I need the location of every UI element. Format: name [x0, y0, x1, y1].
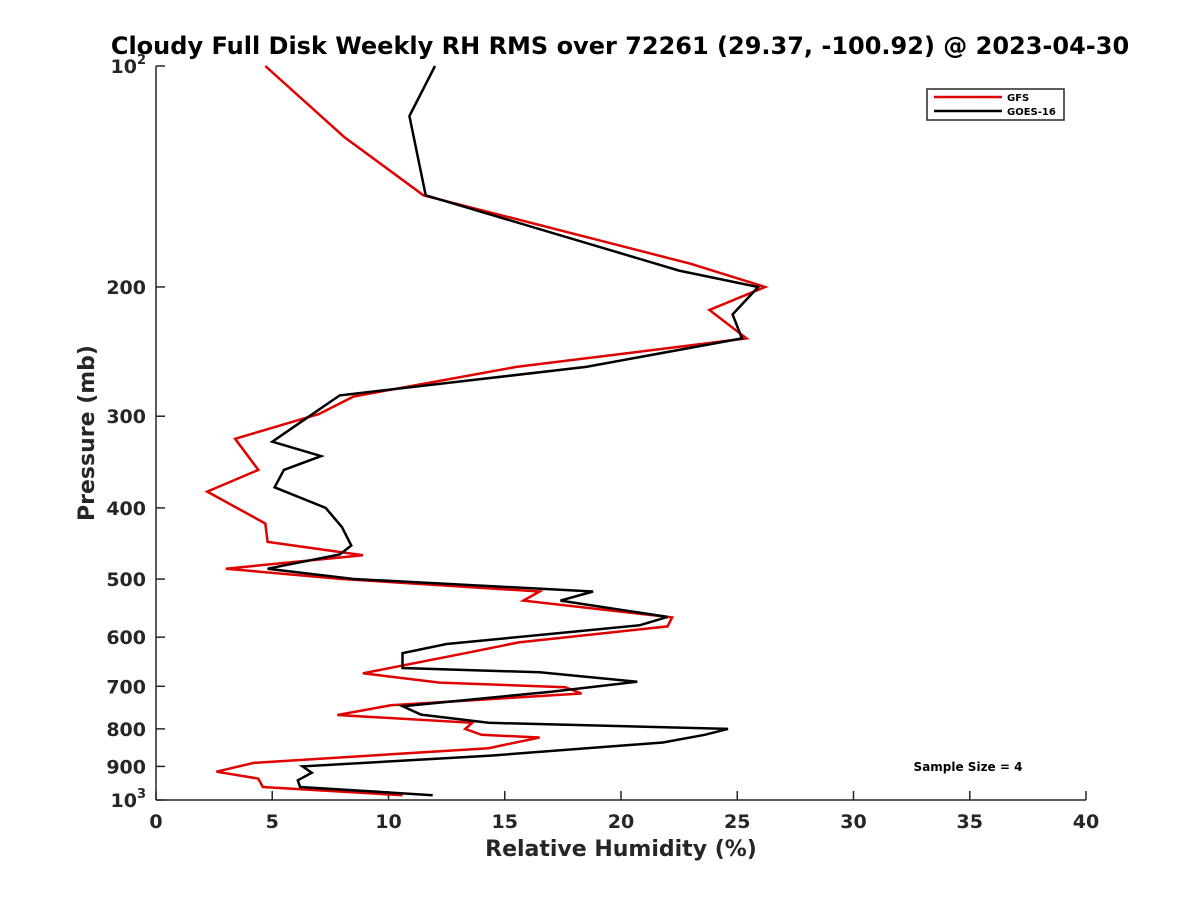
- x-tick-label: 5: [266, 811, 279, 833]
- legend-label-goes16: GOES-16: [1007, 107, 1056, 118]
- y-tick-label: 500: [106, 569, 146, 591]
- y-tick-label: 200: [106, 277, 146, 299]
- x-tick-label: 15: [492, 811, 518, 833]
- x-tick-label: 20: [608, 811, 634, 833]
- chart-title: Cloudy Full Disk Weekly RH RMS over 7226…: [111, 32, 1129, 60]
- x-axis-label: Relative Humidity (%): [485, 837, 757, 862]
- sample-size-annotation: Sample Size = 4: [914, 760, 1023, 774]
- series-line-goes16: [267, 65, 761, 797]
- y-axis-label: Pressure (mb): [75, 345, 100, 521]
- series-line-gfs: [204, 65, 769, 797]
- plot-area: [155, 66, 1086, 801]
- x-axis-ticks: 0 5 10 15 20 25 30 35 40: [149, 791, 1099, 833]
- legend: GFS GOES-16: [926, 88, 1065, 121]
- x-tick-label: 30: [840, 811, 866, 833]
- series-layer: [204, 65, 769, 797]
- legend-box: [926, 88, 1065, 121]
- y-tick-label-exponent: 3: [137, 787, 146, 802]
- y-tick-label: 400: [106, 498, 146, 520]
- y-tick-label-exponent: 2: [137, 53, 146, 68]
- x-tick-label: 0: [149, 811, 162, 833]
- x-tick-label: 40: [1073, 811, 1099, 833]
- y-tick-label: 900: [106, 756, 146, 778]
- y-tick-label: 600: [106, 627, 146, 649]
- x-tick-label: 25: [724, 811, 750, 833]
- y-tick-label: 800: [106, 719, 146, 741]
- legend-label-gfs: GFS: [1007, 93, 1029, 104]
- y-tick-label: 700: [106, 676, 146, 698]
- x-tick-label: 10: [375, 811, 401, 833]
- x-tick-label: 35: [957, 811, 983, 833]
- y-tick-label: 103: [111, 787, 147, 812]
- y-tick-label-base: 10: [111, 790, 137, 812]
- y-tick-label-base: 10: [111, 56, 137, 78]
- y-tick-label: 300: [106, 406, 146, 428]
- y-tick-label: 102: [111, 53, 147, 78]
